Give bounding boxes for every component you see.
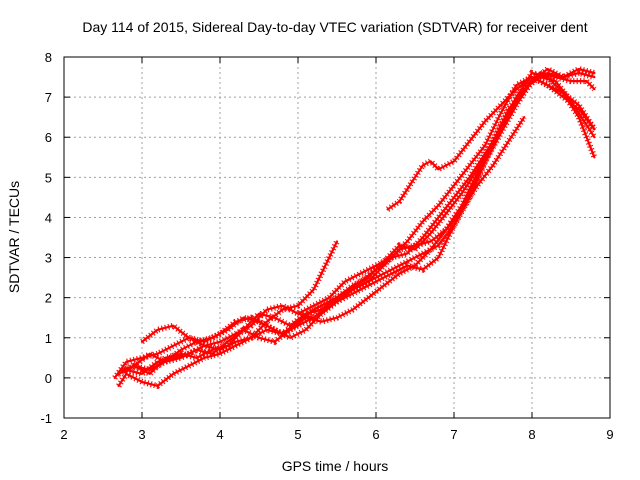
series-line-track-2 <box>117 75 596 375</box>
x-tick-label: 7 <box>450 427 457 442</box>
y-axis-label: SDTVAR / TECUs <box>6 181 22 293</box>
y-tick-label: 3 <box>45 251 52 266</box>
plot-frame <box>63 56 611 419</box>
series-line-track-6 <box>133 116 526 367</box>
series-markers-track-4 <box>125 65 596 378</box>
series-markers-track-2 <box>117 73 597 377</box>
x-tick-label: 2 <box>60 427 67 442</box>
series-markers-track-9 <box>297 65 596 321</box>
y-tick-label: 0 <box>45 371 52 386</box>
chart-title: Day 114 of 2015, Sidereal Day-to-day VTE… <box>82 19 587 35</box>
series-line-track-7 <box>140 240 339 351</box>
series-line-track-4 <box>125 67 596 375</box>
y-tick-label: 2 <box>45 291 52 306</box>
data-series <box>112 65 598 390</box>
grid <box>64 57 610 418</box>
y-tick-label: 4 <box>45 210 52 225</box>
x-tick-label: 9 <box>606 427 613 442</box>
axis-ticks: 2 3 4 5 6 7 8 9 -1 0 1 2 3 4 5 6 7 8 <box>40 50 613 442</box>
x-tick-label: 3 <box>138 427 145 442</box>
x-tick-label: 4 <box>216 427 223 442</box>
x-tick-label: 8 <box>528 427 535 442</box>
series-markers-track-8 <box>386 73 597 212</box>
series-markers-track-6 <box>132 115 527 369</box>
y-tick-label: -1 <box>40 411 52 426</box>
y-tick-label: 5 <box>45 170 52 185</box>
x-tick-label: 5 <box>294 427 301 442</box>
x-tick-label: 6 <box>372 427 379 442</box>
y-tick-label: 6 <box>45 130 52 145</box>
y-tick-label: 7 <box>45 90 52 105</box>
y-tick-label: 8 <box>45 50 52 65</box>
y-tick-label: 1 <box>45 331 52 346</box>
x-axis-label: GPS time / hours <box>282 458 389 474</box>
